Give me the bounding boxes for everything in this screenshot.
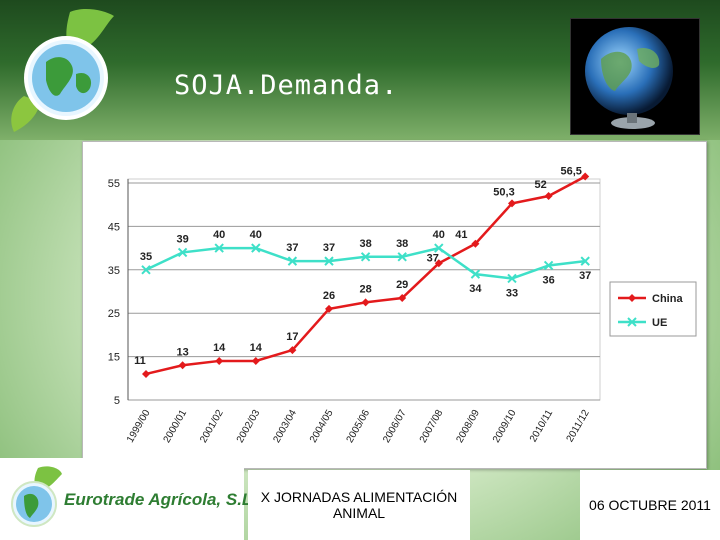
x-tick-label: 2000/01 (162, 408, 190, 445)
ue-point (397, 252, 407, 262)
x-tick-label: 2001/02 (198, 408, 226, 445)
ue-point (141, 265, 151, 275)
legend-box (609, 281, 697, 337)
eurotrade-logo-icon (11, 466, 62, 527)
ue-point (543, 260, 554, 271)
china-point (288, 346, 297, 355)
ue-point (251, 243, 261, 253)
legend-label: UE (652, 317, 667, 329)
data-label: 37 (579, 270, 591, 282)
china-point (325, 304, 333, 313)
footer-date: 06 OCTUBRE 2011 (580, 470, 720, 540)
footer-logo-panel (0, 458, 244, 540)
data-label: 35 (140, 251, 152, 263)
x-tick-label: 2003/04 (271, 408, 299, 445)
data-label: 26 (323, 290, 335, 302)
y-tick-label: 45 (108, 221, 120, 233)
line-chart: 5 15 25 35 45 55 1999/00 2000/01 2001/02 2002/03 2… (108, 165, 697, 445)
data-label: 13 (176, 346, 188, 358)
ue-point (177, 247, 188, 258)
legend-marker (627, 317, 637, 327)
x-tick-label: 1999/00 (125, 408, 153, 445)
ue-point (580, 256, 590, 266)
data-label: 37 (286, 242, 298, 254)
ue-point (324, 256, 334, 266)
brand-name: Eurotrade Agrícola, S.L. (64, 490, 258, 509)
china-point (142, 369, 150, 378)
globe-photo (570, 18, 700, 135)
china-point (434, 259, 443, 268)
china-point (581, 172, 590, 181)
data-label: 50,3 (493, 186, 514, 198)
data-label: 28 (359, 283, 371, 295)
globe-leaf-logo-icon (11, 9, 114, 132)
data-label: 39 (176, 233, 188, 245)
china-point (544, 192, 553, 201)
x-tick-label: 2009/10 (491, 408, 519, 445)
data-label: 40 (433, 229, 445, 241)
x-tick-label: 2007/08 (418, 408, 446, 445)
x-tick-label: 2006/07 (381, 408, 409, 445)
x-tick-label: 2008/09 (454, 408, 482, 445)
data-label: 38 (396, 238, 408, 250)
china-point (398, 294, 407, 303)
china-point (215, 356, 224, 365)
china-point (361, 298, 370, 307)
x-tick-label: 2011/12 (565, 408, 592, 445)
data-label: 37 (323, 242, 335, 254)
y-tick-label: 5 (114, 395, 120, 407)
slide-title: SOJA.Demanda. (174, 70, 399, 101)
china-point (178, 361, 187, 370)
ue-point (507, 273, 517, 284)
data-label: 36 (542, 274, 554, 286)
globe-photo-icon (585, 27, 673, 129)
legend-label: China (652, 293, 683, 305)
chart-card: 5 15 25 35 45 55 1999/00 2000/01 2001/02 2002/03 2… (82, 141, 707, 469)
legend-marker (628, 294, 636, 302)
data-label: 38 (359, 238, 371, 250)
x-tick-label: 2010/11 (528, 408, 555, 445)
data-label: 14 (213, 342, 226, 354)
y-tick-label: 55 (108, 178, 120, 190)
ue-point (360, 252, 371, 262)
data-label: 40 (250, 229, 262, 241)
ue-point (470, 269, 481, 279)
x-tick-label: 2005/06 (345, 408, 373, 445)
ue-point (434, 243, 444, 253)
y-tick-label: 15 (108, 352, 120, 364)
footer-event-title: X JORNADAS ALIMENTACIÓN ANIMAL (248, 470, 470, 540)
data-label: 56,5 (560, 165, 581, 177)
x-tick-label: 2002/03 (235, 408, 263, 445)
data-label: 17 (286, 331, 298, 343)
ue-point (214, 243, 224, 253)
y-tick-label: 35 (108, 265, 120, 277)
china-point (471, 239, 480, 248)
data-label: 41 (455, 229, 467, 241)
data-label: 40 (213, 229, 225, 241)
data-label: 37 (427, 252, 439, 264)
series-line-ue (145, 246, 586, 280)
ue-point (287, 256, 298, 266)
data-label: 33 (506, 287, 518, 299)
x-tick-label: 2004/05 (308, 408, 336, 445)
data-label: 52 (534, 179, 546, 191)
data-label: 34 (469, 283, 482, 295)
y-tick-label: 25 (108, 308, 120, 320)
china-point (251, 356, 260, 365)
data-label: 14 (250, 342, 263, 354)
data-label: 29 (396, 279, 408, 291)
data-label: 11 (134, 355, 146, 367)
